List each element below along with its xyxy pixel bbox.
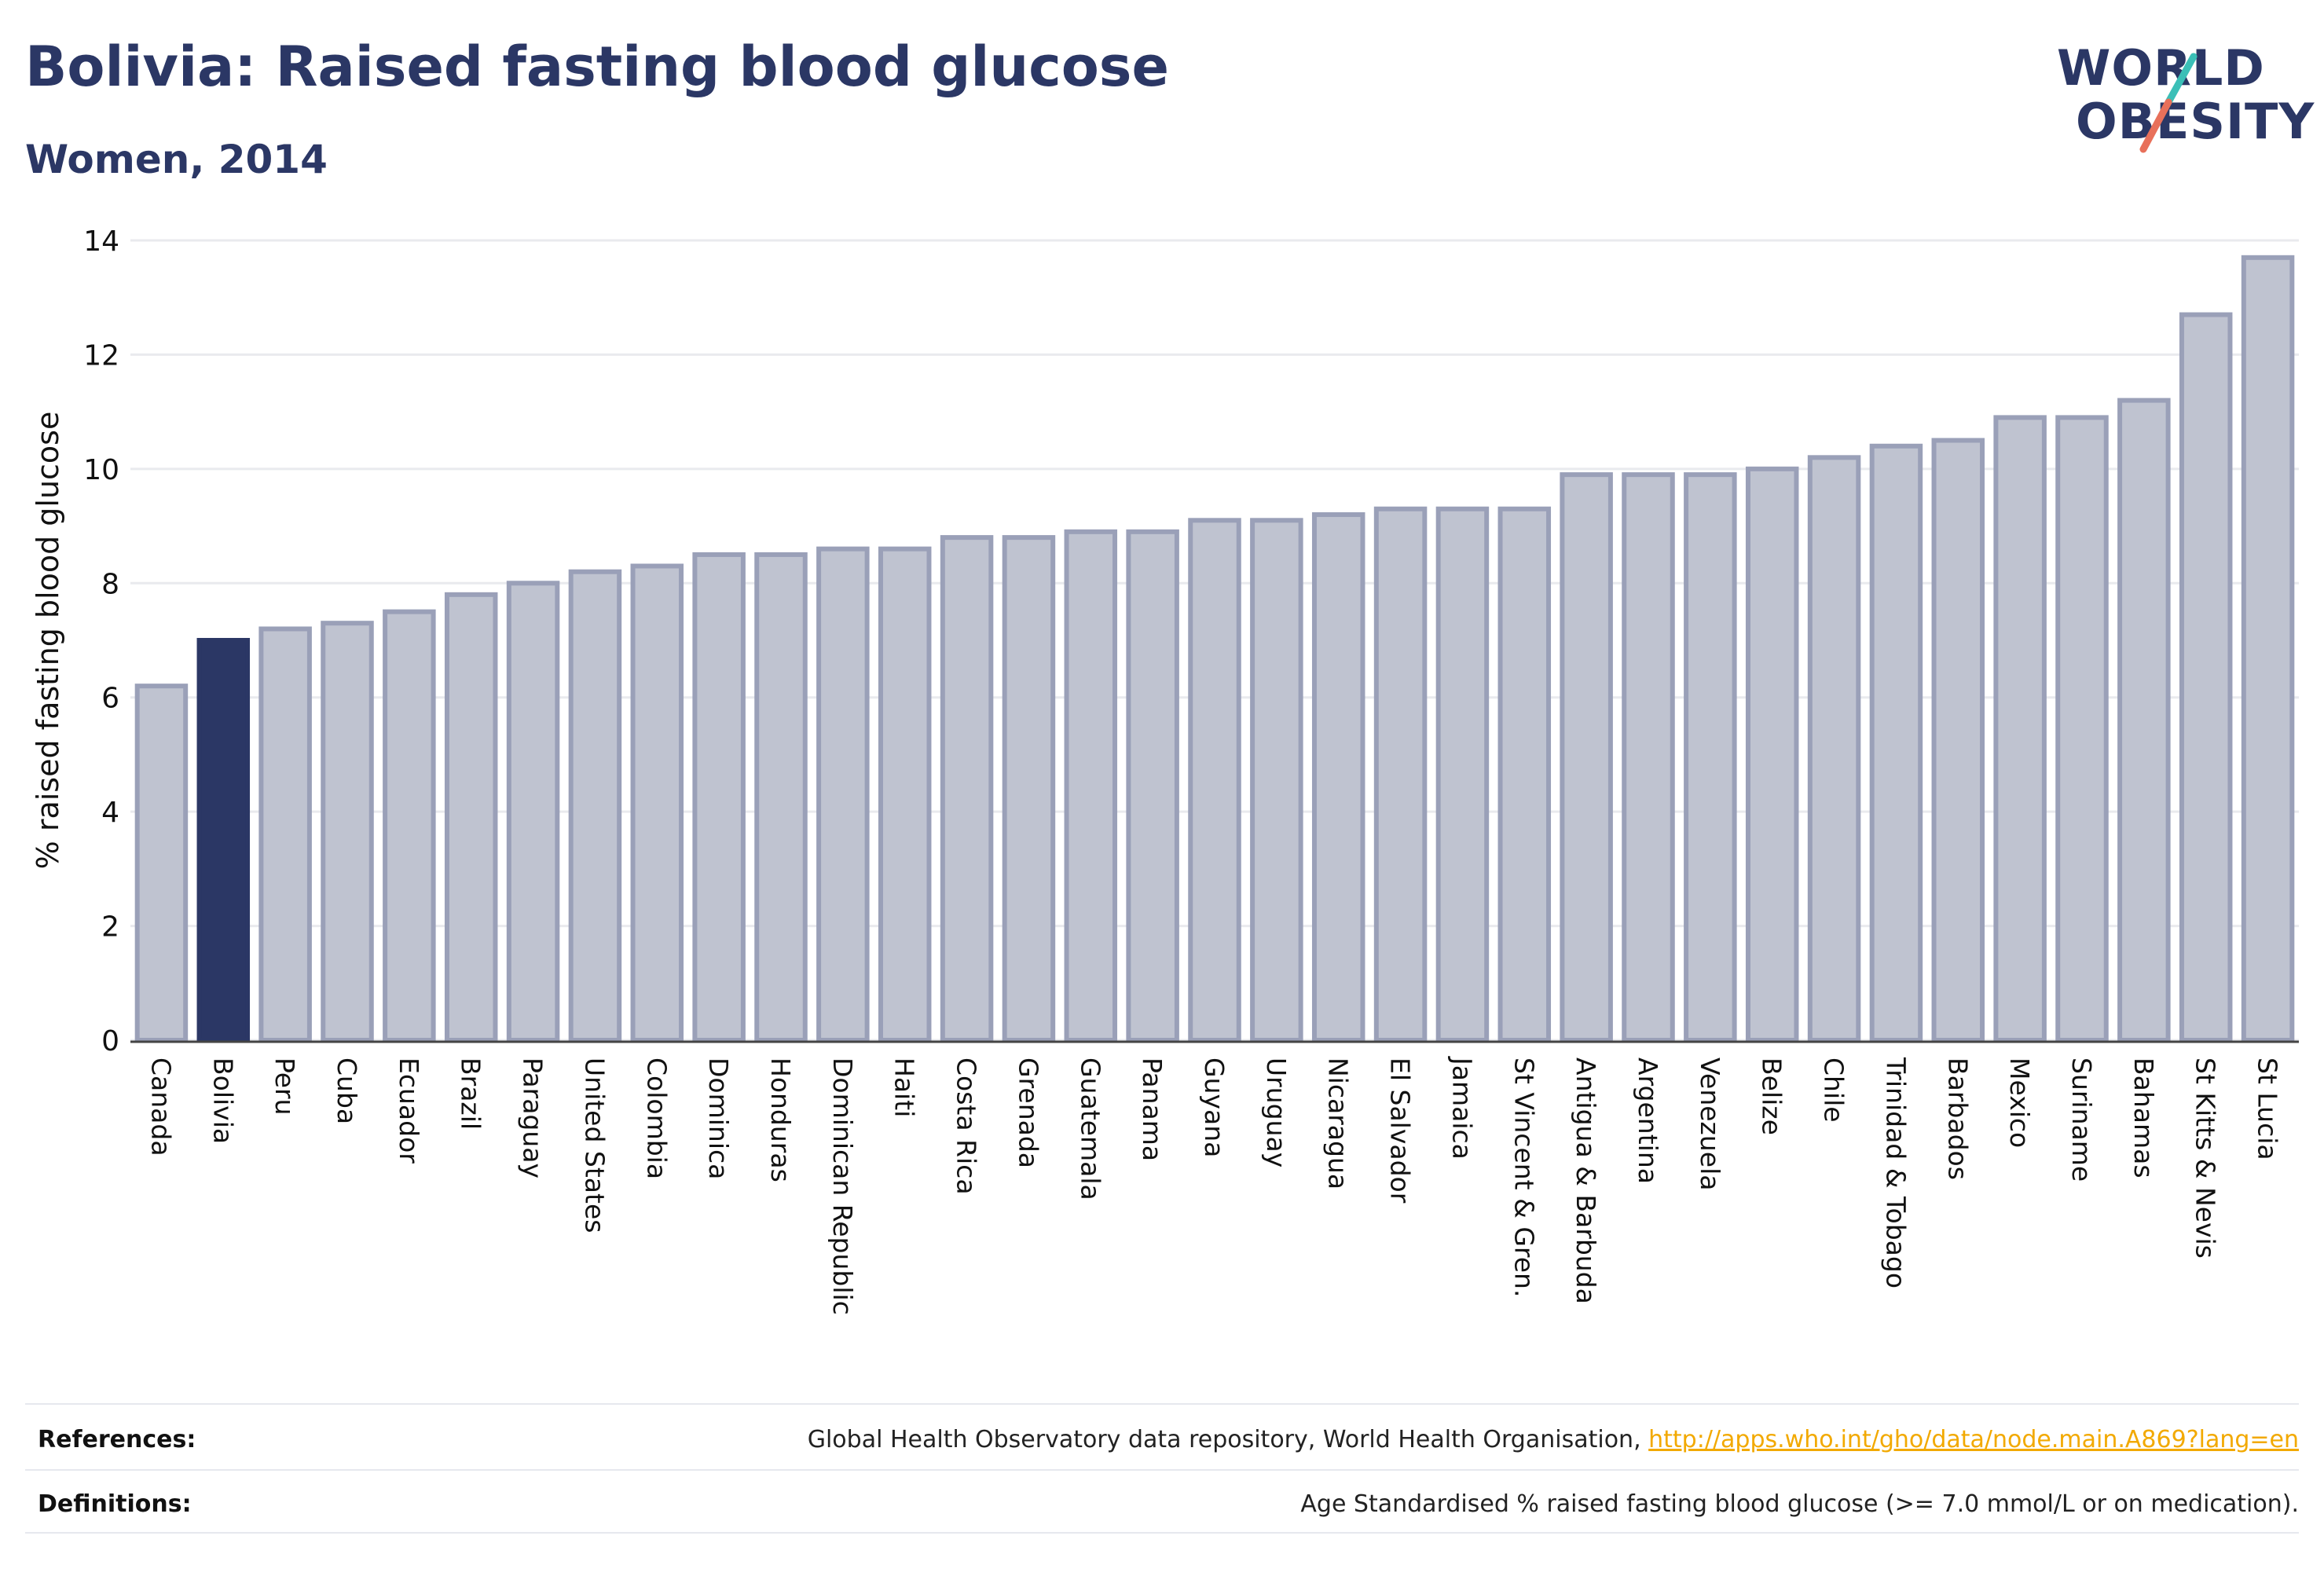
x-tick-label: Suriname — [2066, 1057, 2097, 1182]
bar-bahamas — [2117, 398, 2171, 1043]
references-text: Global Health Observatory data repositor… — [808, 1426, 2299, 1453]
footer-divider-bottom — [25, 1532, 2299, 1534]
bar-venezuela — [1684, 472, 1737, 1043]
x-tick-label: Venezuela — [1695, 1057, 1725, 1190]
page-title: Bolivia: Raised fasting blood glucose — [25, 35, 1169, 99]
bar-grenada — [1002, 535, 1056, 1043]
bar-jamaica — [1435, 506, 1490, 1043]
x-tick-label: Guyana — [1199, 1057, 1230, 1157]
references-link[interactable]: http://apps.who.int/gho/data/node.main.A… — [1648, 1426, 2299, 1453]
x-tick-label: Colombia — [641, 1057, 672, 1179]
bar-st-vincent-gren- — [1497, 506, 1552, 1043]
bar-colombia — [630, 563, 684, 1043]
y-tick-label: 4 — [101, 797, 119, 829]
x-tick-label: Trinidad & Tobago — [1880, 1057, 1911, 1288]
x-tick-label: St Kitts & Nevis — [2190, 1057, 2221, 1259]
bar-haiti — [878, 546, 932, 1043]
x-tick-label: St Vincent & Gren. — [1508, 1057, 1539, 1297]
y-tick-label: 10 — [83, 454, 119, 486]
x-tick-label: Grenada — [1013, 1057, 1043, 1168]
bar-canada — [134, 684, 189, 1043]
axes: 0 2 4 6 8 10 12 14 Canada Bolivia Peru Cuba Ecuador B… — [83, 225, 2299, 1315]
y-tick-label: 0 — [101, 1025, 119, 1057]
x-tick-label: Dominica — [703, 1057, 734, 1179]
x-tick-label: El Salvador — [1385, 1057, 1416, 1204]
bar-ecuador — [383, 609, 436, 1043]
bar-st-lucia — [2241, 255, 2295, 1043]
y-tick-label: 2 — [101, 911, 119, 944]
bar-st-kitts-nevis — [2179, 312, 2233, 1043]
x-tick-label: Costa Rica — [951, 1057, 982, 1195]
references-label: References: — [38, 1426, 196, 1453]
footer-divider-middle — [25, 1469, 2299, 1471]
x-tick-label: Bahamas — [2128, 1057, 2159, 1178]
x-tick-label: Belize — [1757, 1057, 1787, 1135]
bars — [134, 255, 2295, 1043]
x-tick-label: Paraguay — [518, 1057, 548, 1178]
definitions-label: Definitions: — [38, 1490, 192, 1518]
bar-panama — [1126, 529, 1179, 1043]
definitions-text: Age Standardised % raised fasting blood … — [1300, 1490, 2299, 1518]
bar-barbados — [1931, 438, 1985, 1043]
x-tick-label: St Lucia — [2253, 1057, 2283, 1160]
bar-guyana — [1188, 518, 1241, 1043]
bar-nicaragua — [1311, 512, 1365, 1043]
y-tick-label: 8 — [101, 568, 119, 600]
logo-line-1: WORLD — [2057, 39, 2265, 97]
references-source: Global Health Observatory data repositor… — [807, 1426, 1649, 1453]
x-tick-label: Argentina — [1633, 1057, 1663, 1184]
x-tick-label: Canada — [145, 1057, 176, 1156]
x-tick-label: Honduras — [765, 1057, 796, 1182]
x-tick-label: United States — [579, 1057, 610, 1233]
world-obesity-logo: WORLD OBESITY — [2043, 31, 2314, 165]
bar-el-salvador — [1373, 506, 1428, 1043]
bar-cuba — [321, 621, 374, 1043]
x-tick-label: Barbados — [1942, 1057, 1973, 1180]
x-tick-label: Dominican Republic — [827, 1057, 858, 1315]
x-tick-label: Haiti — [889, 1057, 920, 1117]
bar-suriname — [2055, 415, 2109, 1043]
x-tick-label: Bolivia — [207, 1057, 238, 1144]
y-tick-label: 14 — [83, 225, 119, 258]
x-tick-label: Guatemala — [1075, 1057, 1105, 1200]
x-tick-label: Uruguay — [1261, 1057, 1292, 1167]
bar-belize — [1745, 466, 1799, 1043]
bar-dominican-republic — [816, 546, 870, 1043]
x-tick-label: Peru — [269, 1057, 300, 1116]
x-tick-label: Ecuador — [394, 1057, 424, 1164]
bar-chile — [1807, 455, 1861, 1043]
logo-line-2: OBESITY — [2076, 93, 2315, 150]
x-tick-label: Mexico — [2004, 1057, 2035, 1148]
footer-divider-top — [25, 1403, 2299, 1405]
x-tick-label: Cuba — [332, 1057, 362, 1124]
bar-argentina — [1622, 472, 1675, 1043]
y-tick-label: 12 — [83, 339, 119, 372]
bar-honduras — [754, 552, 808, 1043]
bar-brazil — [444, 592, 498, 1043]
bar-trinidad-tobago — [1869, 443, 1923, 1043]
x-tick-label: Antigua & Barbuda — [1571, 1057, 1601, 1304]
bar-antigua-barbuda — [1560, 472, 1613, 1043]
bar-costa-rica — [940, 535, 994, 1043]
y-axis-label: % raised fasting blood glucose — [31, 412, 65, 870]
x-tick-label: Chile — [1819, 1057, 1849, 1123]
bar-dominica — [692, 552, 746, 1043]
x-tick-label: Brazil — [456, 1057, 486, 1130]
x-tick-label: Jamaica — [1446, 1056, 1477, 1160]
bar-guatemala — [1064, 529, 1118, 1043]
bar-chart: 0 2 4 6 8 10 12 14 Canada Bolivia Peru Cuba Ecuador B… — [31, 225, 2299, 1315]
x-tick-label: Nicaragua — [1323, 1057, 1354, 1189]
bar-uruguay — [1250, 518, 1303, 1043]
bar-paraguay — [506, 581, 560, 1043]
bar-united-states — [568, 569, 622, 1043]
page-subtitle: Women, 2014 — [25, 137, 328, 182]
bar-peru — [258, 626, 312, 1043]
x-tick-label: Panama — [1137, 1057, 1167, 1161]
bar-mexico — [1993, 415, 2047, 1043]
y-tick-label: 6 — [101, 683, 119, 715]
bar-bolivia — [196, 638, 251, 1043]
logo-slash-icon — [2139, 53, 2198, 153]
